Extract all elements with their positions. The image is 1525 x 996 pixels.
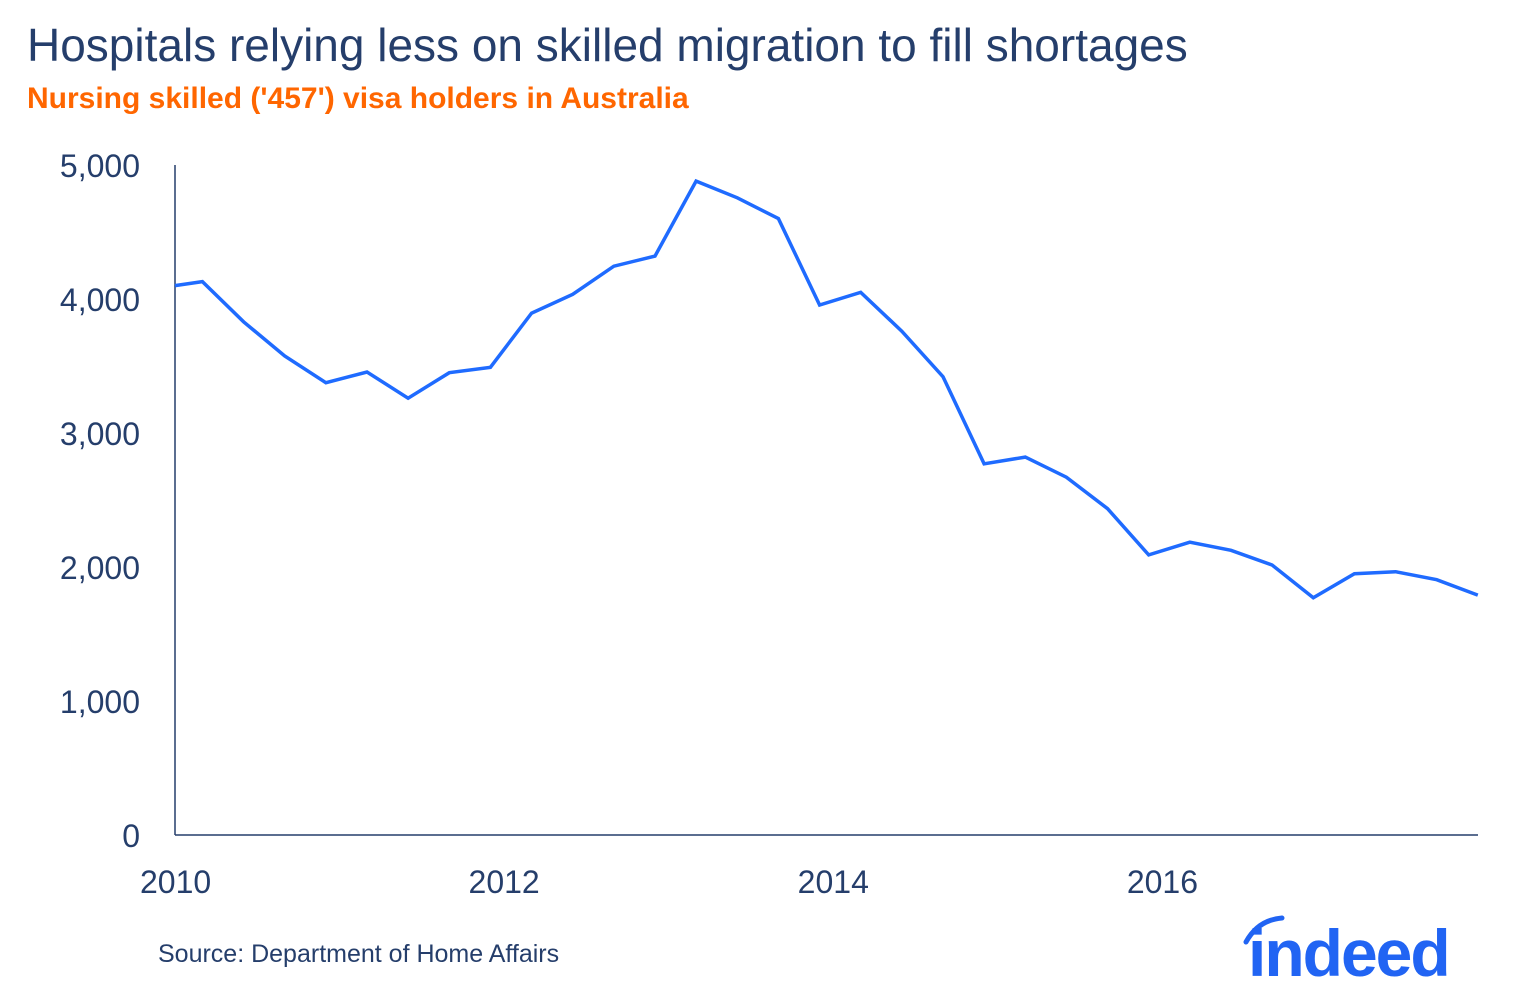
y-tick-label: 0 <box>122 818 140 854</box>
source-note: Source: Department of Home Affairs <box>158 940 560 968</box>
y-tick-label: 2,000 <box>60 550 140 586</box>
y-tick-label: 3,000 <box>60 416 140 452</box>
x-tick-label: 2010 <box>140 864 211 900</box>
svg-text:indeed: indeed <box>1248 916 1449 982</box>
series-line <box>174 178 1479 600</box>
x-tick-label: 2016 <box>1127 864 1198 900</box>
x-tick-label: 2012 <box>469 864 540 900</box>
chart-title: Hospitals relying less on skilled migrat… <box>27 19 1188 71</box>
y-tick-label: 1,000 <box>60 684 140 720</box>
y-tick-label: 5,000 <box>60 148 140 184</box>
x-tick-label: 2014 <box>798 864 869 900</box>
indeed-logo: indeed <box>1243 915 1451 982</box>
chart-subtitle: Nursing skilled ('457') visa holders in … <box>27 82 689 115</box>
y-tick-label: 4,000 <box>60 282 140 318</box>
